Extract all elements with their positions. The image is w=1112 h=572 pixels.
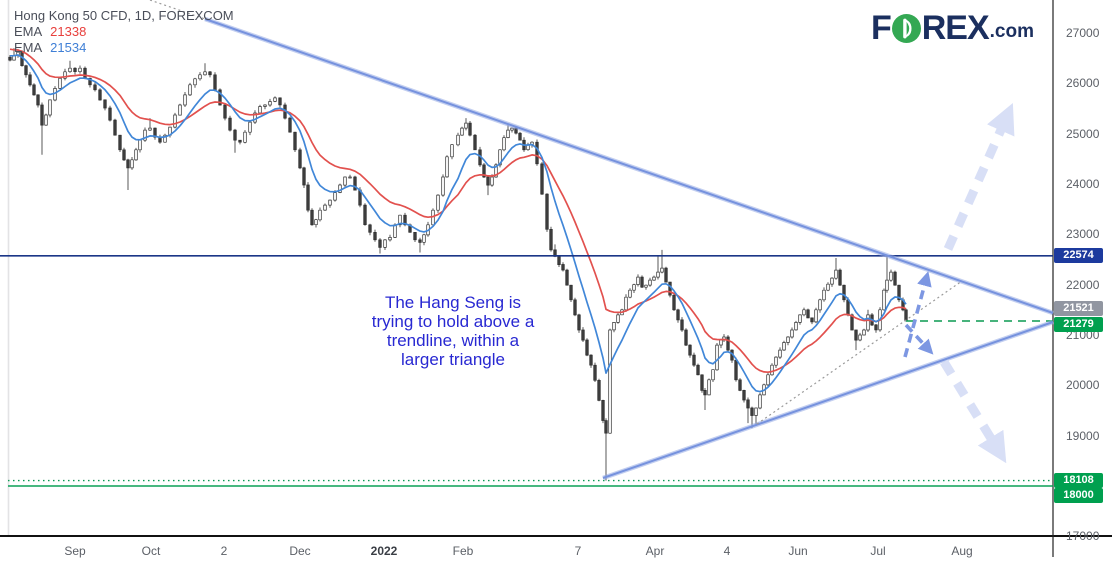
time-axis[interactable]: Sep Oct 2 Dec 2022 Feb 7 Apr 4 Jun Jul Aug [0, 537, 1112, 572]
time-tick-2: 2 [220, 544, 228, 558]
chart-annotation-text[interactable]: The Hang Seng is trying to hold above a … [340, 293, 566, 369]
price-axis[interactable]: 27000 26000 25000 24000 23000 22000 21000 20000… [1054, 0, 1112, 543]
price-tag-18000[interactable]: 18000 [1054, 488, 1103, 504]
inner-rising-dotted-trendline[interactable] [756, 280, 963, 425]
time-tick-Dec: Dec [289, 544, 311, 558]
ema2-value: 21534 [50, 40, 87, 55]
time-tick-Feb: Feb [452, 544, 474, 558]
ema-lines [9, 48, 907, 393]
forex-logo-o-icon [891, 14, 921, 43]
lower-trendline[interactable] [602, 321, 1054, 479]
ema1-label: EMA [14, 24, 43, 39]
price-tag-22574[interactable]: 22574 [1054, 248, 1103, 264]
price-tick-20000: 20000 [1066, 378, 1100, 393]
pane-borders [0, 0, 1112, 557]
price-tag-18108[interactable]: 18108 [1054, 473, 1103, 489]
trendlines[interactable] [149, 0, 1054, 481]
time-tick-Jun: Jun [788, 544, 808, 558]
annotation-line-2: trying to hold above a [371, 312, 535, 331]
price-tick-22000: 22000 [1066, 277, 1100, 292]
upper-trendline[interactable] [204, 18, 1054, 314]
down-candles [8, 51, 908, 434]
price-tick-26000: 26000 [1066, 76, 1100, 91]
price-tick-27000: 27000 [1066, 26, 1100, 40]
logo-dotcom: .com [989, 21, 1034, 42]
ema1-value: 21338 [50, 24, 87, 39]
small-breakout-up-arrow [903, 271, 932, 358]
up-candles [12, 51, 893, 434]
time-tick-4: 4 [723, 544, 731, 558]
time-tick-Apr: Apr [645, 544, 665, 558]
ema-slow-line [9, 48, 907, 374]
ema2-label: EMA [14, 40, 43, 55]
logo-letter-f: F [870, 9, 892, 47]
price-level-lines[interactable] [0, 255, 1053, 487]
forex-com-logo: F REX .com [870, 9, 1034, 47]
annotation-arrows [903, 103, 1015, 464]
price-tick-25000: 25000 [1066, 126, 1100, 141]
time-tick-Sep: Sep [64, 544, 86, 558]
time-tick-Oct: Oct [141, 544, 161, 558]
time-tick-2022: 2022 [370, 544, 398, 558]
ema-legend-row-2[interactable]: EMA 21534 [14, 40, 234, 56]
time-tick-7: 7 [574, 544, 582, 558]
small-breakdown-down-arrow [904, 323, 934, 355]
logo-letters-rex: REX [921, 9, 990, 47]
time-tick-Jul: Jul [870, 544, 886, 558]
price-tick-17000: 17000 [1066, 529, 1100, 544]
price-tick-19000: 19000 [1066, 428, 1100, 443]
annotation-line-1: The Hang Seng is [384, 293, 522, 312]
symbol-title[interactable]: Hong Kong 50 CFD, 1D, FOREXCOM [14, 8, 234, 23]
big-faded-down-arrow [940, 359, 1007, 464]
price-tag-21279[interactable]: 21279 [1054, 317, 1103, 333]
big-faded-up-arrow [943, 103, 1015, 251]
candlestick-series [8, 48, 908, 481]
time-tick-Aug: Aug [951, 544, 973, 558]
annotation-line-4: larger triangle [401, 350, 505, 369]
price-tick-23000: 23000 [1066, 227, 1100, 242]
annotation-line-3: trendline, within a [386, 331, 520, 350]
price-tag-21521[interactable]: 21521 [1054, 301, 1103, 317]
ema-legend-row-1[interactable]: EMA 21338 [14, 24, 234, 40]
price-tick-24000: 24000 [1066, 176, 1100, 191]
ema-fast-line [9, 54, 907, 393]
symbol-legend[interactable]: Hong Kong 50 CFD, 1D, FOREXCOM EMA 21338 … [14, 8, 234, 56]
